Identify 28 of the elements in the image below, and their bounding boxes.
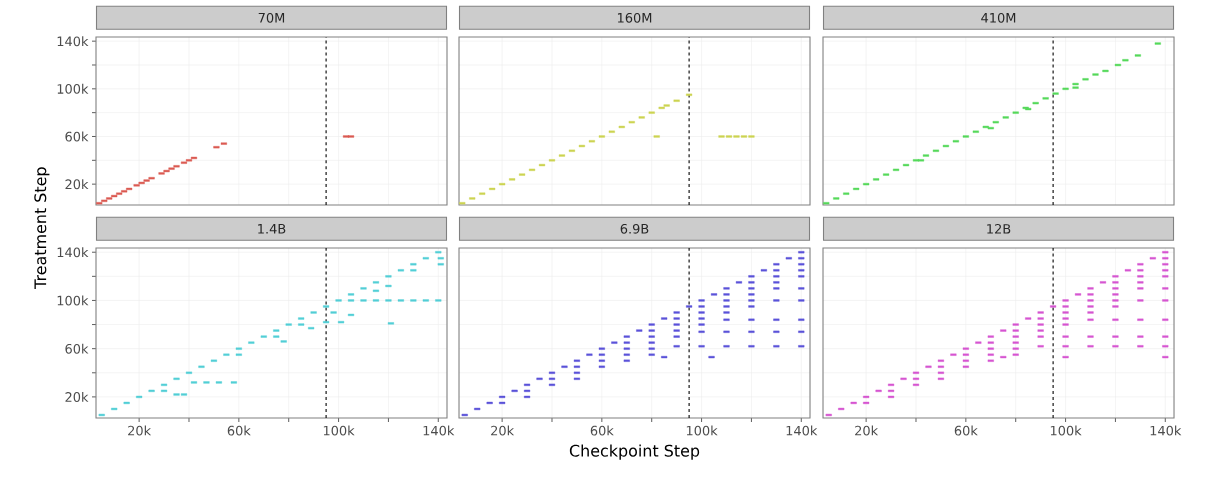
chart-title: 1.4B: [258, 224, 286, 234]
x-tick-label: 100k: [1050, 425, 1082, 436]
x-tick-label: 20k: [491, 425, 515, 436]
y-tick-label: 100k: [57, 295, 89, 306]
y-tick-label: 20k: [65, 391, 89, 402]
x-tick-label: 140k: [423, 425, 455, 436]
x-tick-label: 140k: [786, 425, 818, 436]
y-tick-label: 100k: [57, 83, 89, 94]
x-tick-label: 100k: [686, 425, 718, 436]
x-tick-label: 60k: [227, 425, 251, 436]
y-tick-label: 140k: [57, 247, 89, 258]
x-tick-label: 100k: [323, 425, 355, 436]
y-tick-label: 60k: [65, 343, 89, 354]
x-tick-label: 60k: [590, 425, 614, 436]
y-tick-label: 20k: [65, 179, 89, 190]
chart-title: 160M: [617, 12, 652, 23]
x-axis-title: Checkpoint Step: [569, 444, 700, 460]
y-tick-label: 140k: [57, 36, 89, 47]
x-tick-label: 20k: [855, 425, 879, 436]
y-axis-title: Treatment Step: [34, 167, 50, 289]
x-tick-label: 140k: [1150, 425, 1182, 436]
chart-title: 410M: [981, 12, 1016, 23]
chart-title: 70M: [258, 12, 285, 23]
chart-title: 6.9B: [620, 223, 649, 234]
x-tick-label: 20k: [128, 425, 152, 436]
chart-title: 12B: [987, 223, 1011, 234]
y-tick-label: 60k: [65, 131, 89, 142]
x-tick-label: 60k: [954, 425, 978, 436]
